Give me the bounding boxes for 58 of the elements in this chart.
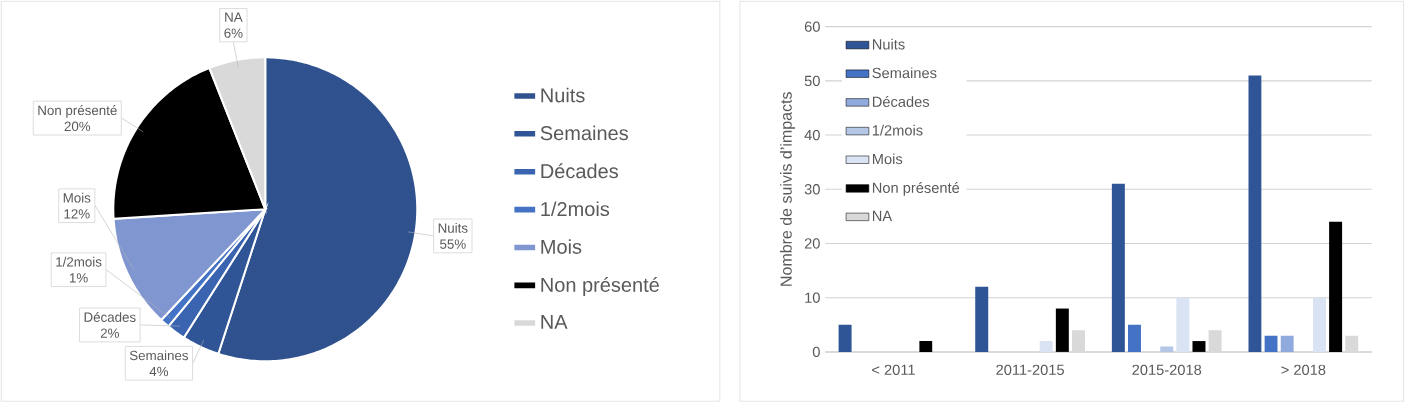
legend-label: Semaines xyxy=(872,67,937,79)
legend-label: 1/2mois xyxy=(872,125,923,136)
y-axis-title: Nombre de suivis d’impacts xyxy=(780,92,795,286)
bar xyxy=(1280,335,1294,353)
bar xyxy=(1055,308,1069,353)
data-label: 55% xyxy=(440,239,466,250)
y-tick-label: 30 xyxy=(804,184,820,195)
legend-label: Décades xyxy=(872,96,930,108)
slice-label: Semaines xyxy=(129,350,189,361)
x-tick-label: < 2011 xyxy=(872,364,915,376)
bar xyxy=(1264,335,1278,353)
x-tick-label: 2011-2015 xyxy=(996,364,1064,376)
legend-label: Décades xyxy=(541,163,618,179)
data-label: 1% xyxy=(69,273,88,283)
bar xyxy=(1312,297,1326,353)
bar xyxy=(1111,184,1125,353)
legend-label: Nuits xyxy=(541,87,585,103)
slice-label: Non présenté xyxy=(38,105,117,118)
data-label: 4% xyxy=(149,367,169,377)
bar xyxy=(1248,75,1262,353)
bar xyxy=(1071,330,1085,353)
y-tick-label: 60 xyxy=(804,21,820,33)
legend-label: Nuits xyxy=(872,38,905,50)
x-tick-label: 2015-2018 xyxy=(1132,364,1202,376)
y-tick-label: 50 xyxy=(804,75,820,87)
legend-label: Non présenté xyxy=(541,277,659,297)
slice-label: Mois xyxy=(63,193,91,203)
bar xyxy=(1329,222,1343,353)
legend-label: Mois xyxy=(872,153,903,165)
bar xyxy=(1208,330,1222,353)
data-label: 20% xyxy=(64,121,91,132)
legend-label: Non présenté xyxy=(872,182,960,197)
bar xyxy=(975,287,989,353)
y-tick-label: 20 xyxy=(804,238,820,249)
data-label: 6% xyxy=(224,28,243,39)
bar xyxy=(1039,341,1053,353)
slice-label: 1/2mois xyxy=(56,257,102,267)
bar xyxy=(838,325,852,353)
y-tick-label: 0 xyxy=(812,346,820,358)
legend-label: Semaines xyxy=(540,125,628,141)
legend-label: Mois xyxy=(541,239,582,255)
data-label: 12% xyxy=(64,209,90,219)
legend-label: NA xyxy=(541,315,568,330)
y-tick-label: 40 xyxy=(804,130,820,141)
legend-label: NA xyxy=(872,211,893,222)
slice-label: Décades xyxy=(84,312,136,323)
bar xyxy=(1127,325,1141,353)
legend-label: 1/2mois xyxy=(541,201,610,217)
y-tick-label: 10 xyxy=(805,292,820,304)
slice-label: Nuits xyxy=(438,223,468,234)
bar xyxy=(1192,341,1206,353)
data-label: 2% xyxy=(100,328,119,339)
slice-label: NA xyxy=(225,12,243,22)
bar xyxy=(919,341,933,353)
x-tick-label: > 2018 xyxy=(1281,364,1326,376)
bar xyxy=(1160,346,1174,353)
bar xyxy=(1345,335,1359,353)
bar xyxy=(1176,297,1190,353)
